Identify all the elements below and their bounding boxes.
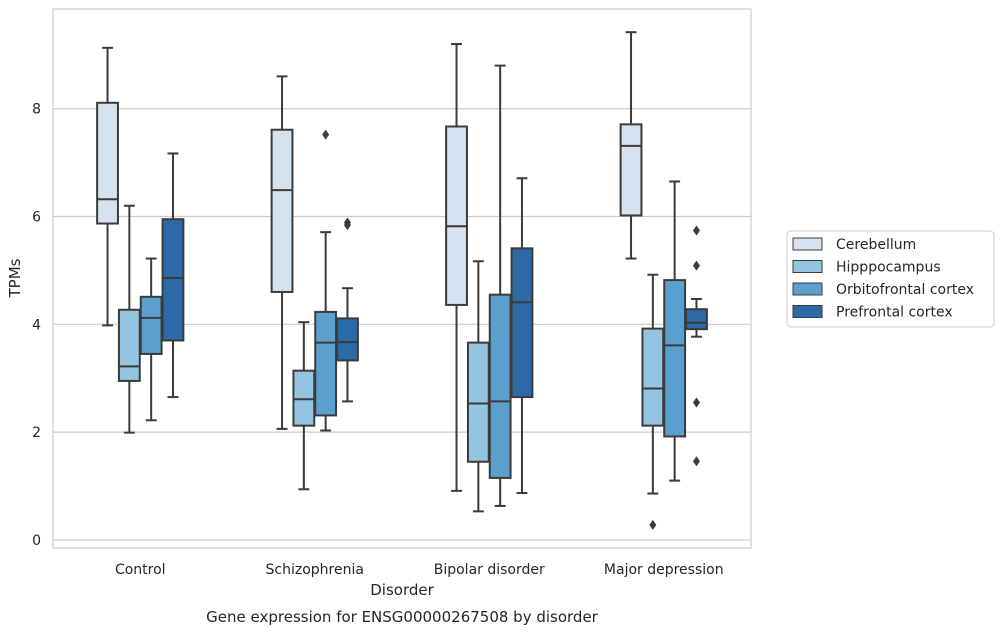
box-iqr	[510, 247, 534, 399]
box-prefrontal-cortex	[336, 217, 359, 403]
box-plot-marks	[96, 31, 708, 530]
outlier-point	[692, 260, 700, 271]
legend-swatch	[792, 260, 823, 273]
box-cerebellum	[445, 43, 468, 492]
box-iqr	[292, 369, 316, 427]
box-iqr	[619, 123, 643, 217]
legend-swatch	[792, 282, 823, 296]
legend-swatch	[792, 237, 823, 251]
box-orbitofrontal-cortex	[314, 129, 338, 432]
y-tick-label: 0	[32, 533, 41, 549]
box-cerebellum	[270, 75, 294, 430]
outlier-point	[649, 519, 657, 530]
legend-items: Cerebellum Hipppocampus Orbitofrontal cort…	[792, 237, 974, 321]
legend-label: Hipppocampus	[836, 260, 941, 276]
legend: Cerebellum Hipppocampus Orbitofrontal cort…	[786, 230, 995, 328]
box-prefrontal-cortex	[685, 225, 708, 467]
box-hipppocampus	[292, 321, 316, 491]
box-hipppocampus	[466, 260, 490, 513]
legend-label: Cerebellum	[836, 237, 916, 253]
box-iqr	[139, 295, 163, 355]
outlier-point	[322, 129, 330, 140]
box-iqr	[641, 327, 665, 427]
outlier-point	[692, 397, 700, 408]
box-iqr	[445, 125, 468, 306]
x-tick-label: Control	[115, 562, 166, 578]
box-orbitofrontal-cortex	[663, 180, 687, 482]
box-hipppocampus	[641, 273, 665, 530]
legend-label: Prefrontal cortex	[836, 305, 953, 321]
x-tick-label: Bipolar disorder	[434, 562, 545, 578]
y-tick-label: 6	[32, 210, 41, 226]
box-prefrontal-cortex	[510, 177, 534, 495]
y-tick-label: 4	[32, 317, 41, 333]
box-iqr	[663, 279, 687, 438]
outlier-point	[692, 225, 700, 236]
box-cerebellum	[96, 46, 119, 327]
box-cerebellum	[619, 31, 643, 260]
y-axis-ticks: 0 2 4 6 8	[32, 102, 41, 549]
outlier-point	[343, 217, 351, 228]
outlier-point	[692, 456, 700, 467]
x-tick-label: Major depression	[604, 562, 724, 578]
y-axis-title: TPMs	[6, 258, 24, 298]
box-iqr	[685, 308, 708, 331]
box-orbitofrontal-cortex	[139, 257, 163, 422]
chart-caption: Gene expression for ENSG00000267508 by d…	[206, 608, 599, 626]
box-orbitofrontal-cortex	[488, 64, 512, 507]
box-iqr	[270, 128, 294, 293]
box-iqr	[117, 308, 141, 382]
x-axis-ticks: Control Schizophrenia Bipolar disorder Majo…	[115, 562, 724, 578]
box-iqr	[488, 293, 512, 479]
legend-swatch	[792, 305, 823, 318]
legend-frame	[786, 230, 995, 328]
y-tick-label: 8	[32, 102, 41, 118]
box-iqr	[314, 310, 338, 417]
box-iqr	[466, 341, 490, 463]
y-tick-label: 2	[32, 425, 41, 441]
box-iqr	[96, 101, 119, 225]
box-iqr	[161, 218, 185, 342]
x-tick-label: Schizophrenia	[266, 562, 364, 578]
box-prefrontal-cortex	[161, 152, 185, 399]
x-axis-title: Disorder	[370, 581, 434, 599]
box-hipppocampus	[117, 204, 141, 434]
legend-label: Orbitofrontal cortex	[836, 282, 974, 298]
plot-area-frame	[52, 8, 752, 549]
box-iqr	[336, 317, 359, 362]
